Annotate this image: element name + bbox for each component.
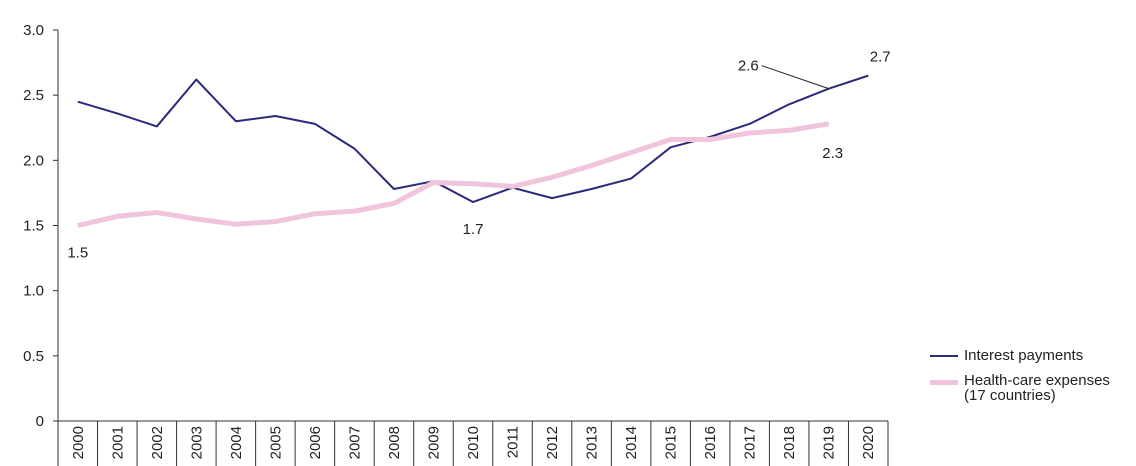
series-line bbox=[77, 121, 830, 228]
x-tick-label: 2019 bbox=[821, 426, 838, 459]
x-tick-label: 2015 bbox=[663, 426, 680, 459]
x-tick-label: 2016 bbox=[702, 426, 719, 459]
x-tick-label: 2008 bbox=[386, 426, 403, 459]
data-label: 2.6 bbox=[738, 58, 759, 75]
x-tick-label: 2010 bbox=[465, 426, 482, 459]
x-tick-label: 2013 bbox=[584, 426, 601, 459]
legend-label: Interest payments bbox=[964, 347, 1084, 364]
y-tick-label: 1.0 bbox=[23, 283, 44, 300]
y-tick-label: 1.5 bbox=[23, 218, 44, 235]
y-tick-label: 0 bbox=[36, 413, 44, 430]
y-tick-label: 2.5 bbox=[23, 87, 44, 104]
data-label: 2.7 bbox=[870, 49, 891, 66]
y-tick-label: 0.5 bbox=[23, 348, 44, 365]
x-tick-label: 2007 bbox=[346, 426, 363, 459]
x-tick-label: 2017 bbox=[742, 426, 759, 459]
x-tick-label: 2012 bbox=[544, 426, 561, 459]
legend-item: Interest payments bbox=[930, 348, 1110, 363]
legend-label: Health-care expenses (17 countries) bbox=[964, 372, 1110, 404]
x-tick-label: 2001 bbox=[109, 426, 126, 459]
x-tick-label: 2014 bbox=[623, 426, 640, 459]
x-tick-label: 2004 bbox=[228, 426, 245, 459]
x-tick-label: 2011 bbox=[505, 426, 522, 458]
legend-item: Health-care expenses (17 countries) bbox=[930, 373, 1110, 403]
legend-swatch bbox=[930, 355, 958, 357]
data-label: 2.3 bbox=[822, 145, 843, 162]
x-tick-label: 2018 bbox=[781, 426, 798, 459]
label-leader bbox=[761, 65, 829, 90]
legend-swatch bbox=[930, 380, 958, 385]
x-tick-label: 2003 bbox=[188, 426, 205, 459]
x-tick-label: 2009 bbox=[425, 426, 442, 459]
x-tick-label: 2006 bbox=[307, 426, 324, 459]
x-tick-label: 2000 bbox=[70, 426, 87, 459]
x-tick-label: 2020 bbox=[860, 426, 877, 459]
data-label: 1.7 bbox=[463, 221, 484, 238]
data-label: 1.5 bbox=[67, 245, 88, 262]
legend: Interest payments Health-care expenses (1… bbox=[930, 348, 1110, 413]
y-tick-label: 2.0 bbox=[23, 152, 44, 169]
x-tick-label: 2002 bbox=[149, 426, 166, 459]
series-line bbox=[77, 74, 869, 204]
x-tick-label: 2005 bbox=[267, 426, 284, 459]
y-tick-label: 3.0 bbox=[23, 22, 44, 39]
